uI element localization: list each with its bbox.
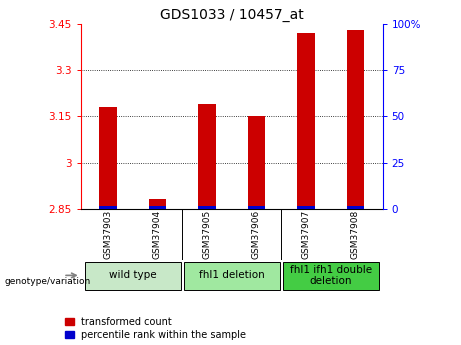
Bar <box>99 206 117 209</box>
Text: fhl1 ifh1 double
deletion: fhl1 ifh1 double deletion <box>290 265 372 286</box>
Title: GDS1033 / 10457_at: GDS1033 / 10457_at <box>160 8 303 22</box>
Bar <box>347 206 364 209</box>
Bar <box>283 262 378 290</box>
Text: GSM37903: GSM37903 <box>103 210 112 259</box>
Text: GSM37907: GSM37907 <box>301 210 310 259</box>
Text: GSM37908: GSM37908 <box>351 210 360 259</box>
Bar <box>347 30 364 209</box>
Bar <box>297 206 314 209</box>
Bar <box>248 117 265 209</box>
Bar <box>297 33 314 209</box>
Text: genotype/variation: genotype/variation <box>5 277 91 286</box>
Bar <box>198 104 216 209</box>
Bar <box>183 262 280 290</box>
Bar <box>149 199 166 209</box>
Text: GSM37904: GSM37904 <box>153 210 162 259</box>
Text: GSM37905: GSM37905 <box>202 210 212 259</box>
Bar <box>248 206 265 209</box>
Bar <box>99 107 117 209</box>
Bar <box>85 262 181 290</box>
Text: GSM37906: GSM37906 <box>252 210 261 259</box>
Bar <box>198 206 216 209</box>
Text: wild type: wild type <box>109 270 156 280</box>
Legend: transformed count, percentile rank within the sample: transformed count, percentile rank withi… <box>65 317 246 340</box>
Text: fhl1 deletion: fhl1 deletion <box>199 270 265 280</box>
Bar <box>149 206 166 209</box>
